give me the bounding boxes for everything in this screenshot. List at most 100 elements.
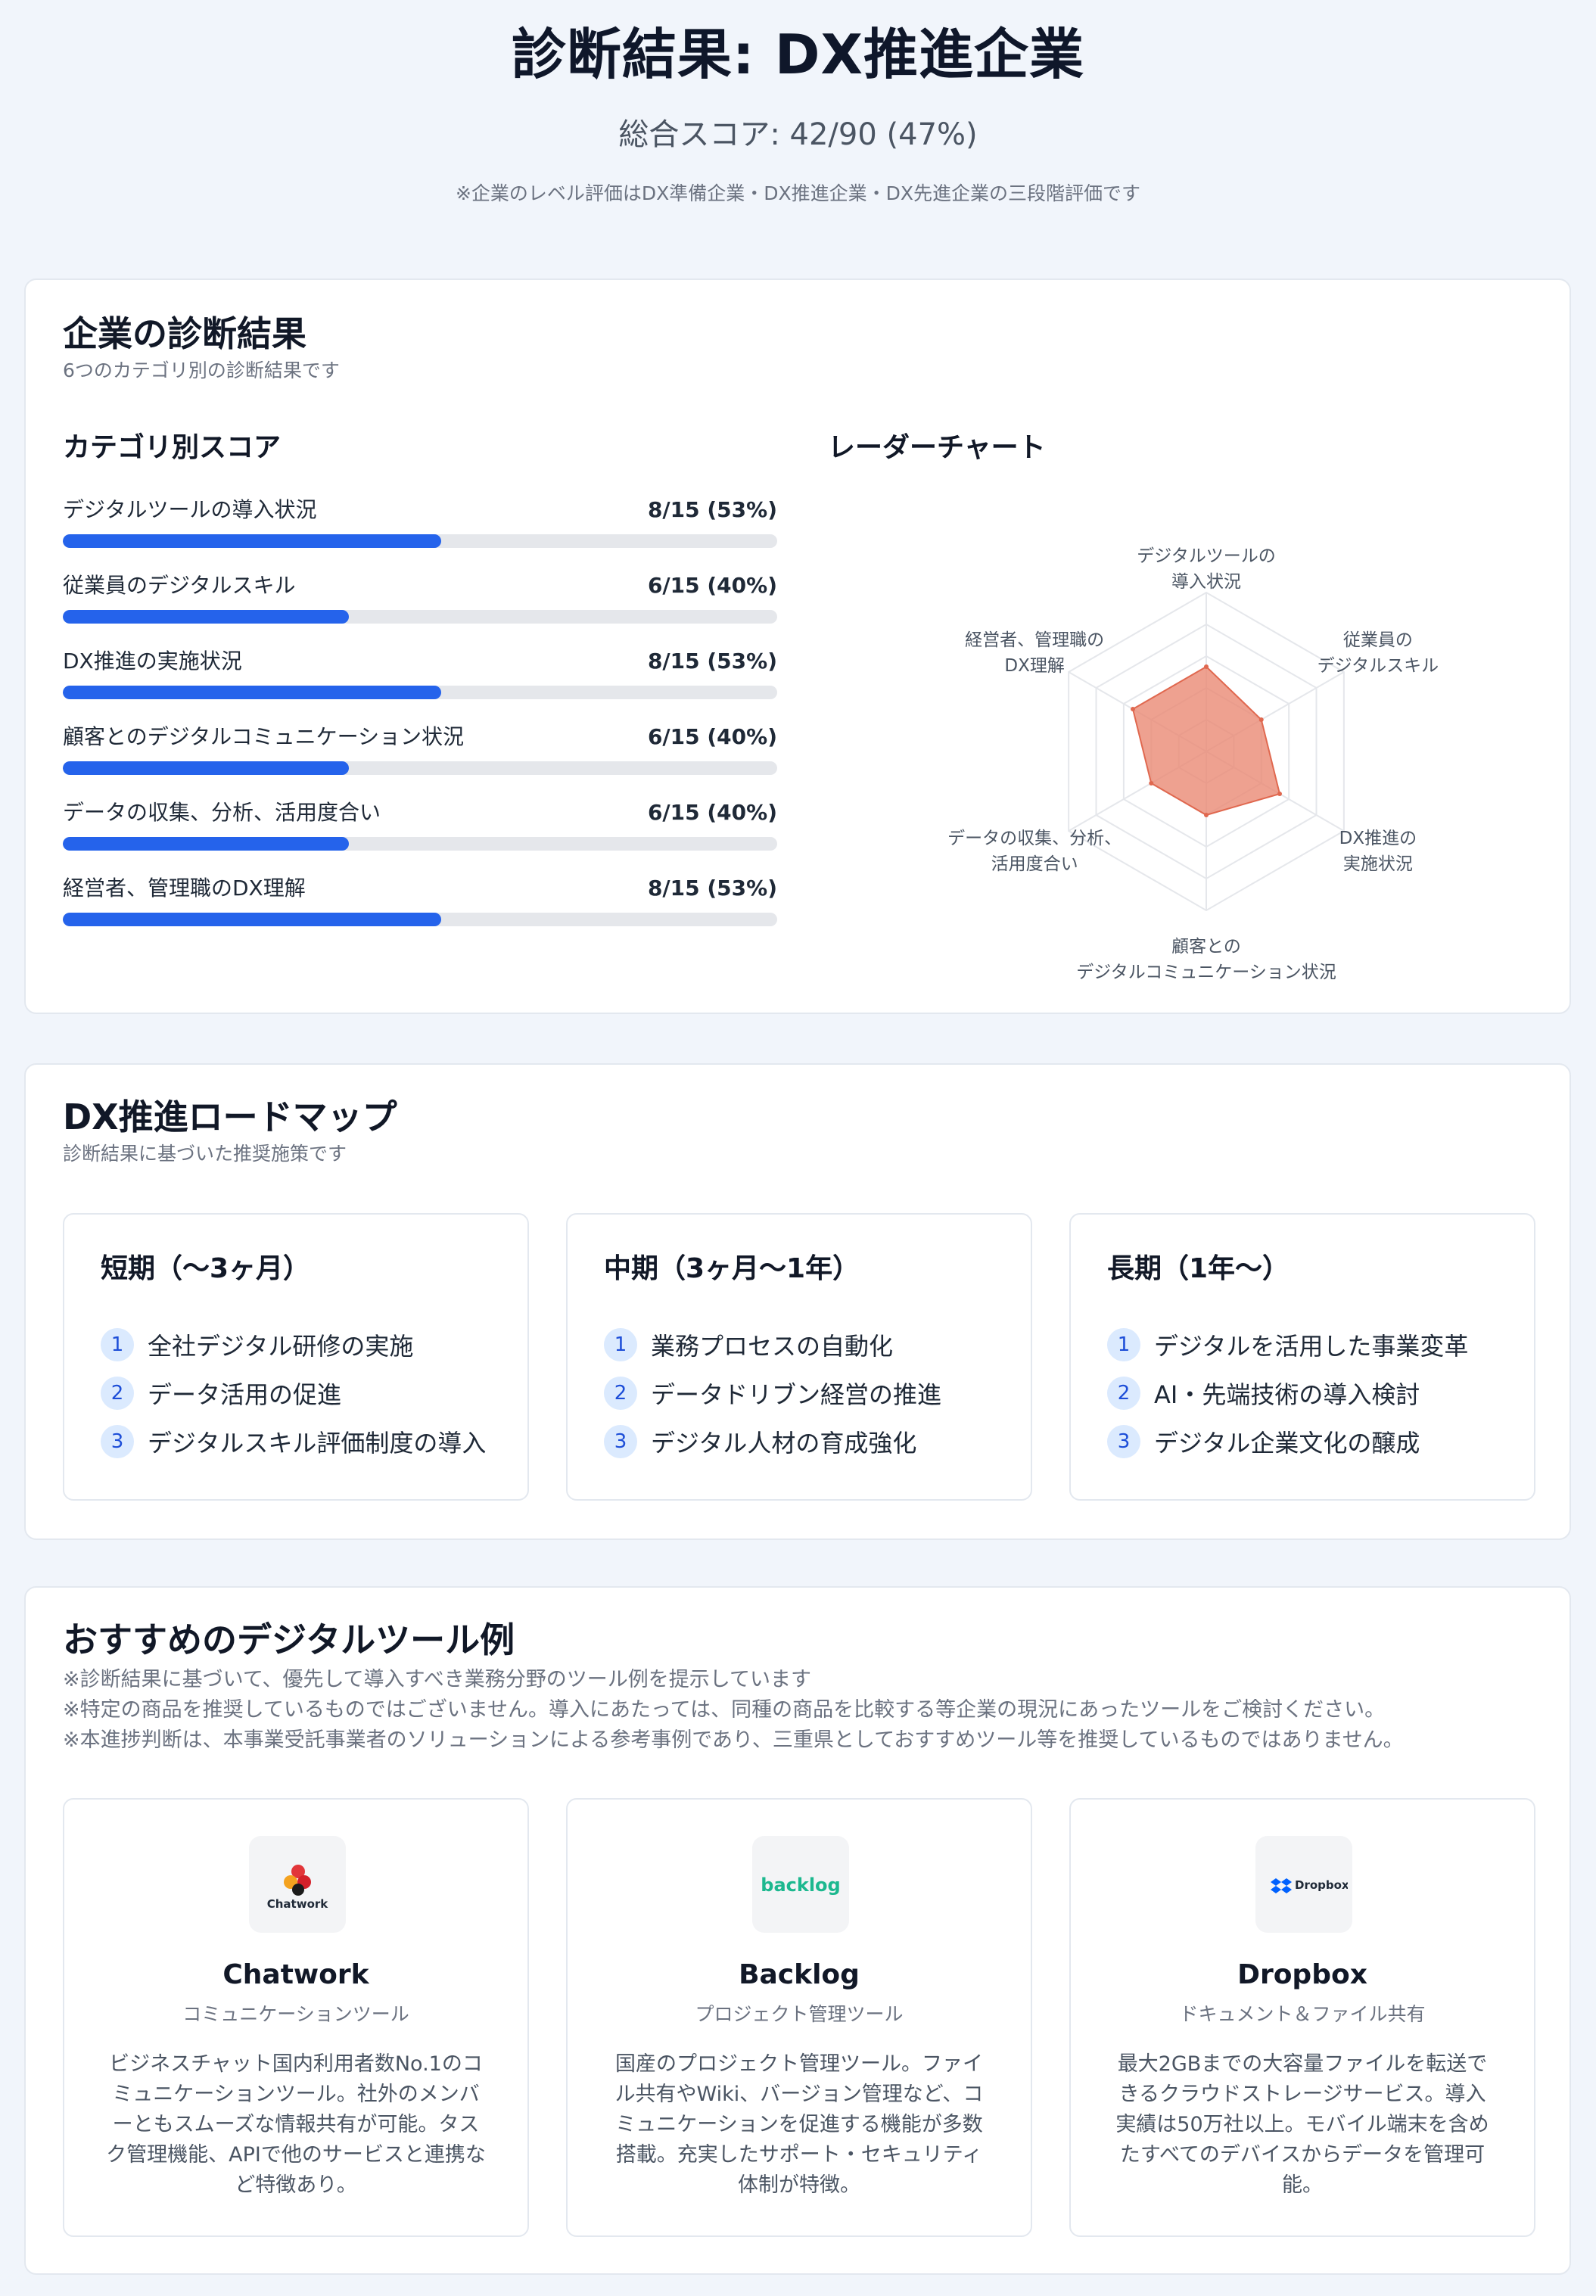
progress-track — [63, 761, 777, 775]
category-score-list: デジタルツールの導入状況 8/15 (53%) 従業員のデジタルスキル 6/15… — [63, 496, 777, 950]
radar-axis-label: データの収集、分析、活用度合い — [947, 829, 1122, 874]
progress-fill — [63, 913, 442, 926]
step-number-badge: 2 — [604, 1377, 637, 1410]
roadmap-item: 2 AI・先端技術の導入検討 — [1107, 1375, 1420, 1411]
step-number-badge: 2 — [1107, 1377, 1140, 1410]
step-number-badge: 3 — [604, 1425, 637, 1458]
term-title: 長期（1年〜） — [1107, 1253, 1290, 1284]
roadmap-term-long: 長期（1年〜） 1 デジタルを活用した事業変革 2 AI・先端技術の導入検討 3 デジ… — [1069, 1213, 1535, 1501]
tool-card-backlog[interactable]: backlog Backlog プロジェクト管理ツール 国産のプロジェクト管理ツ… — [566, 1798, 1032, 2237]
radar-axis-label-line: デジタルツールの — [1137, 546, 1276, 566]
tool-category: コミュニケーションツール — [182, 2003, 409, 2025]
roadmap-item: 1 全社デジタル研修の実施 — [101, 1327, 413, 1363]
radar-data-point — [1131, 707, 1136, 711]
backlog-logo-icon: backlog — [761, 1874, 840, 1896]
roadmap-item: 2 データ活用の促進 — [101, 1375, 341, 1411]
roadmap-item-text: AI・先端技術の導入検討 — [1154, 1380, 1420, 1409]
step-number-badge: 1 — [604, 1328, 637, 1361]
tools-title: おすすめのデジタルツール例 — [63, 1619, 515, 1660]
radar-data-area — [1131, 665, 1281, 817]
tool-card-dropbox[interactable]: Dropbox Dropbox ドキュメント＆ファイル共有 最大2GBまでの大容… — [1069, 1798, 1535, 2237]
radar-axis-label: 顧客とのデジタルコミュニケーション状況 — [1076, 937, 1336, 982]
radar-axis-label: デジタルツールの導入状況 — [1137, 546, 1276, 592]
tool-name: Dropbox — [1237, 1959, 1367, 1990]
radar-axis-label-line: デジタルコミュニケーション状況 — [1076, 963, 1336, 982]
progress-track — [63, 913, 777, 926]
progress-track — [63, 534, 777, 548]
radar-chart-svg: デジタルツールの導入状況従業員のデジタルスキルDX推進の実施状況顧客とのデジタル… — [947, 546, 1439, 982]
roadmap-term-mid: 中期（3ヶ月〜1年） 1 業務プロセスの自動化 2 データドリブン経営の推進 3 デジ… — [566, 1213, 1032, 1501]
tool-card-chatwork[interactable]: Chatwork Chatwork コミュニケーションツール ビジネスチャット国… — [63, 1798, 529, 2237]
category-value: 6/15 (40%) — [647, 724, 777, 749]
dropbox-logo-text: Dropbox — [1295, 1878, 1348, 1892]
roadmap-item-text: データ活用の促進 — [148, 1380, 342, 1409]
radar-axis-label-line: データの収集、分析、 — [947, 829, 1122, 848]
tool-category: プロジェクト管理ツール — [695, 2003, 904, 2025]
progress-track — [63, 610, 777, 624]
term-title: 短期（〜3ヶ月） — [101, 1253, 311, 1284]
category-value: 6/15 (40%) — [647, 573, 777, 598]
radar-axis-label-line: デジタルスキル — [1318, 656, 1439, 676]
roadmap-item: 3 デジタル人材の育成強化 — [604, 1423, 916, 1460]
category-score-row: 経営者、管理職のDX理解 8/15 (53%) — [63, 875, 777, 950]
tools-card: おすすめのデジタルツール例 ※診断結果に基づいて、優先して導入すべき業務分野のツ… — [24, 1586, 1571, 2275]
radar-axis-label: 経営者、管理職の DX理解 — [965, 630, 1104, 676]
roadmap-item-text: デジタル人材の育成強化 — [651, 1429, 917, 1458]
step-number-badge: 3 — [101, 1425, 134, 1458]
backlog-logo-text: backlog — [761, 1874, 840, 1896]
roadmap-item-text: デジタル企業文化の醸成 — [1154, 1429, 1420, 1458]
tools-note: ※特定の商品を推奨しているものではございません。導入にあたっては、同種の商品を比… — [63, 1698, 1386, 1722]
radar-axis-label-line: DX推進の — [1339, 829, 1417, 848]
category-score-row: DX推進の実施状況 8/15 (53%) — [63, 648, 777, 723]
progress-fill — [63, 686, 442, 699]
category-label: 顧客とのデジタルコミュニケーション状況 — [63, 724, 465, 749]
step-number-badge: 1 — [1107, 1328, 1140, 1361]
radar-data-point — [1204, 664, 1209, 669]
category-label: 経営者、管理職のDX理解 — [63, 876, 306, 901]
backlog-logo: backlog — [752, 1836, 849, 1933]
tool-name: Chatwork — [222, 1959, 369, 1990]
roadmap-term-short: 短期（〜3ヶ月） 1 全社デジタル研修の実施 2 データ活用の促進 3 デジタルスキル… — [63, 1213, 529, 1501]
chatwork-logo-icon: Chatwork — [267, 1865, 329, 1911]
roadmap-item: 1 デジタルを活用した事業変革 — [1107, 1327, 1468, 1363]
tool-category: ドキュメント＆ファイル共有 — [1179, 2003, 1426, 2025]
progress-fill — [63, 837, 349, 851]
step-number-badge: 2 — [101, 1377, 134, 1410]
radar-axis-label-line: 経営者、管理職の — [965, 630, 1104, 650]
diagnosis-subtitle: 6つのカテゴリ別の診断結果です — [63, 359, 340, 381]
page-header: 診断結果: DX推進企業 総合スコア: 42/90 (47%) ※企業のレベル評… — [0, 0, 1596, 206]
tools-notes: ※診断結果に基づいて、優先して導入すべき業務分野のツール例を提示しています ※特… — [63, 1665, 1404, 1756]
diagnosis-title: 企業の診断結果 — [63, 313, 306, 354]
roadmap-item: 3 デジタル企業文化の醸成 — [1107, 1423, 1420, 1460]
radar-axis-label-line: 活用度合い — [991, 854, 1078, 874]
category-score-row: デジタルツールの導入状況 8/15 (53%) — [63, 496, 777, 572]
progress-fill — [63, 761, 349, 775]
roadmap-item-text: データドリブン経営の推進 — [651, 1380, 942, 1409]
progress-fill — [63, 610, 349, 624]
category-score-row: 顧客とのデジタルコミュニケーション状況 6/15 (40%) — [63, 723, 777, 799]
category-label: DX推進の実施状況 — [63, 649, 242, 674]
progress-fill — [63, 534, 442, 548]
category-label: デジタルツールの導入状況 — [63, 497, 317, 522]
tool-description: 国産のプロジェクト管理ツール。ファイル共有やWiki、バージョン管理など、コミュ… — [614, 2052, 984, 2197]
tool-name: Backlog — [739, 1959, 860, 1990]
radar-chart-title: レーダーチャート — [828, 432, 1046, 463]
roadmap-card: DX推進ロードマップ 診断結果に基づいた推奨施策です 短期（〜3ヶ月） 1 全社デ… — [24, 1063, 1571, 1540]
radar-axis-label: 従業員のデジタルスキル — [1318, 630, 1439, 676]
category-score-row: データの収集、分析、活用度合い 6/15 (40%) — [63, 799, 777, 875]
radar-data-point — [1277, 792, 1282, 796]
tool-description: 最大2GBまでの大容量ファイルを転送できるクラウドストレージサービス。導入実績は… — [1115, 2052, 1489, 2197]
roadmap-item: 2 データドリブン経営の推進 — [604, 1375, 941, 1411]
chatwork-logo-text: Chatwork — [267, 1897, 329, 1911]
radar-axis-label-line: 顧客との — [1171, 937, 1241, 957]
category-value: 8/15 (53%) — [647, 497, 777, 522]
level-note: ※企業のレベル評価はDX準備企業・DX推進企業・DX先進企業の三段階評価です — [455, 182, 1141, 204]
category-value: 8/15 (53%) — [647, 876, 777, 901]
term-title: 中期（3ヶ月〜1年） — [604, 1253, 860, 1284]
roadmap-item-text: 業務プロセスの自動化 — [651, 1332, 894, 1361]
radar-axis-label-line: DX理解 — [1004, 656, 1064, 676]
radar-axis-label-line: 実施状況 — [1343, 854, 1413, 874]
category-value: 6/15 (40%) — [647, 800, 777, 825]
roadmap-item-text: デジタルを活用した事業変革 — [1154, 1332, 1469, 1361]
